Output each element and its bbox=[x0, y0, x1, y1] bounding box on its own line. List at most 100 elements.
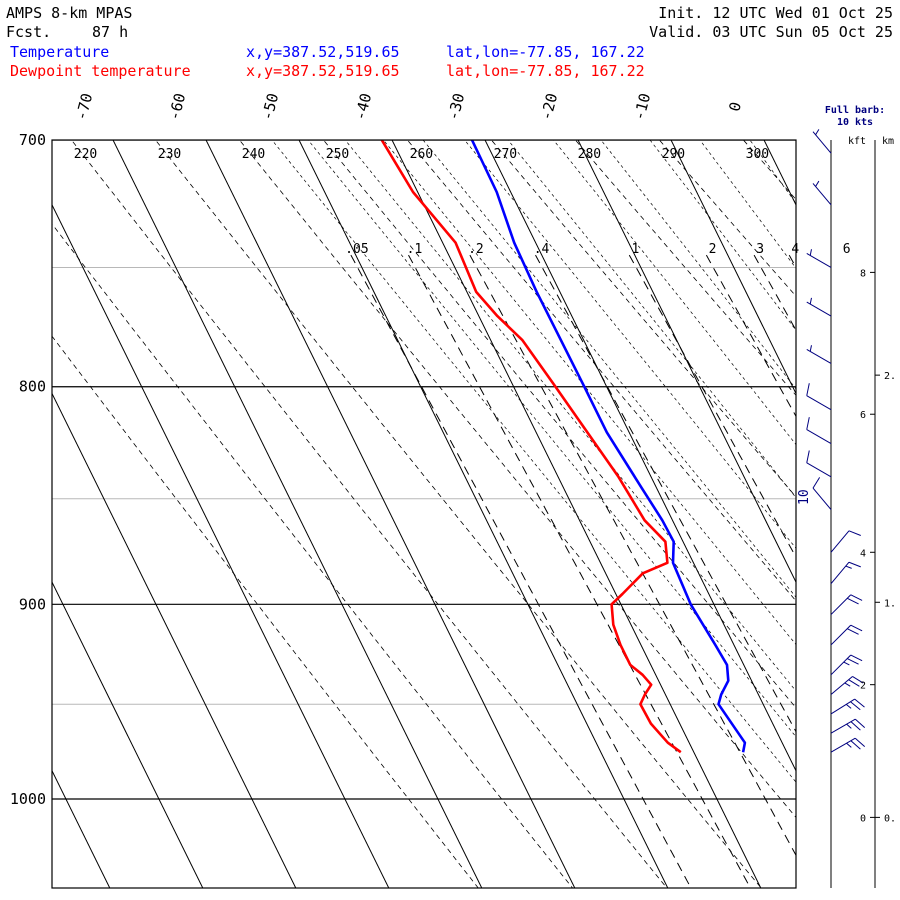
wind-barb-half-feather bbox=[845, 704, 852, 709]
legend-dewpoint-xy: x,y=387.52,519.65 bbox=[246, 62, 400, 80]
wind-barb-feather bbox=[854, 698, 865, 708]
temperature-label: -20 bbox=[537, 91, 561, 122]
dry-adiabat bbox=[574, 140, 796, 396]
fcst-label: Fcst. bbox=[6, 23, 51, 41]
isotherm bbox=[577, 140, 796, 584]
pressure-label: 700 bbox=[19, 131, 46, 149]
wind-barb-feather bbox=[806, 450, 810, 463]
dry-adiabat bbox=[322, 140, 796, 709]
wind-barb-feather bbox=[850, 701, 861, 711]
wind-barb-half-feather bbox=[846, 742, 852, 748]
legend-temperature-xy: x,y=387.52,519.65 bbox=[246, 43, 400, 61]
wind-barb bbox=[806, 253, 832, 268]
isotherm bbox=[763, 140, 796, 206]
mixing-ratio-label: .2 bbox=[468, 242, 484, 257]
temperature-label: -60 bbox=[165, 91, 189, 122]
moist-adiabat bbox=[422, 140, 796, 598]
wind-barb bbox=[830, 737, 856, 753]
fcst-value: 87 h bbox=[92, 23, 128, 41]
wind-barb bbox=[812, 487, 832, 510]
wind-barb-feather bbox=[848, 530, 861, 536]
wind-barb bbox=[830, 624, 852, 646]
legend-dewpoint-name: Dewpoint temperature bbox=[10, 62, 191, 80]
wind-barb-feather bbox=[850, 654, 863, 662]
mixing-ratio-line bbox=[535, 254, 796, 733]
mixing-ratio-line bbox=[705, 254, 796, 418]
mixing-ratio-line bbox=[788, 254, 796, 269]
dry-adiabat bbox=[490, 140, 796, 498]
mixing-ratio-line bbox=[840, 255, 900, 900]
wind-barb bbox=[812, 183, 832, 206]
kft-tick-label: 2 bbox=[860, 681, 866, 692]
theta-label: 280 bbox=[578, 147, 601, 162]
legend-temperature-name: Temperature bbox=[10, 43, 109, 61]
mixing-ratio-line bbox=[408, 254, 751, 888]
moist-adiabat bbox=[649, 140, 796, 331]
mixing-ratio-label: .1 bbox=[407, 242, 423, 257]
mixing-ratio-line bbox=[469, 254, 796, 857]
pressure-label: 1000 bbox=[10, 790, 46, 808]
wind-barb bbox=[812, 131, 832, 154]
temperature-label: 0 bbox=[725, 100, 745, 113]
barb-legend-line1: Full barb: bbox=[825, 105, 885, 116]
wind-barb-half-feather bbox=[844, 682, 851, 687]
model-title: AMPS 8-km MPAS bbox=[6, 4, 132, 22]
temperature-label: -10 bbox=[630, 91, 654, 122]
wind-barb bbox=[806, 301, 832, 317]
wind-barb-feather bbox=[848, 561, 861, 568]
temperature-label: -30 bbox=[444, 91, 468, 122]
km-tick-label: 2. bbox=[884, 371, 896, 382]
wind-barb-half-feather bbox=[843, 661, 850, 666]
moist-adiabat bbox=[382, 140, 796, 646]
theta-label: 240 bbox=[242, 147, 265, 162]
dewpoint-profile bbox=[380, 140, 682, 754]
wind-barb-feather bbox=[847, 597, 859, 605]
dry-adiabat bbox=[742, 140, 796, 201]
dry-adiabat bbox=[658, 140, 796, 297]
wind-barb bbox=[830, 530, 850, 553]
theta-label: 290 bbox=[662, 147, 685, 162]
dry-adiabat bbox=[154, 140, 762, 888]
wind-barb-feather bbox=[848, 679, 860, 687]
wind-barb bbox=[806, 395, 832, 411]
theta-label: 270 bbox=[494, 147, 517, 162]
wind-barb bbox=[806, 429, 832, 445]
wind-barb-feather bbox=[847, 628, 859, 635]
moist-adiabat bbox=[271, 140, 796, 783]
theta-label: 250 bbox=[326, 147, 349, 162]
profile-layer bbox=[380, 140, 747, 754]
mixing-ratio-label: 3 bbox=[756, 242, 764, 257]
isotherm bbox=[52, 581, 204, 888]
wind-barb-half-feather bbox=[809, 249, 812, 256]
wind-barb bbox=[830, 654, 852, 676]
pressure-label: 900 bbox=[19, 595, 46, 613]
wind-barb-feather bbox=[854, 718, 866, 728]
wind-barb-half-feather bbox=[809, 297, 812, 305]
dry-adiabat bbox=[70, 140, 668, 888]
wind-barb-feather bbox=[852, 676, 864, 684]
kft-tick-label: 8 bbox=[860, 268, 866, 279]
mixing-ratio-label: 2 bbox=[709, 242, 717, 257]
temperature-label: -40 bbox=[351, 91, 375, 122]
wind-barb bbox=[830, 718, 856, 734]
wind-barb-feather bbox=[806, 417, 810, 430]
dry-adiabat bbox=[238, 140, 796, 819]
mixing-ratio-line bbox=[350, 254, 692, 888]
kft-label: kft bbox=[848, 136, 866, 147]
theta-label: 300 bbox=[746, 147, 769, 162]
dry-adiabat bbox=[406, 140, 796, 602]
isotherm bbox=[670, 140, 796, 395]
kft-tick-label: 6 bbox=[860, 410, 866, 421]
isotherm bbox=[831, 86, 900, 900]
isotherm bbox=[205, 140, 576, 888]
temperature-label: -70 bbox=[72, 91, 96, 122]
dry-adiabat bbox=[804, 113, 900, 900]
dry-adiabat bbox=[52, 335, 479, 888]
theta-label: 230 bbox=[158, 147, 181, 162]
moist-adiabat bbox=[344, 140, 796, 692]
isotherm bbox=[52, 203, 390, 888]
grid-layer bbox=[52, 86, 900, 900]
valid-time: Valid. 03 UTC Sun 05 Oct 25 bbox=[649, 23, 893, 41]
moist-adiabat bbox=[699, 140, 796, 269]
